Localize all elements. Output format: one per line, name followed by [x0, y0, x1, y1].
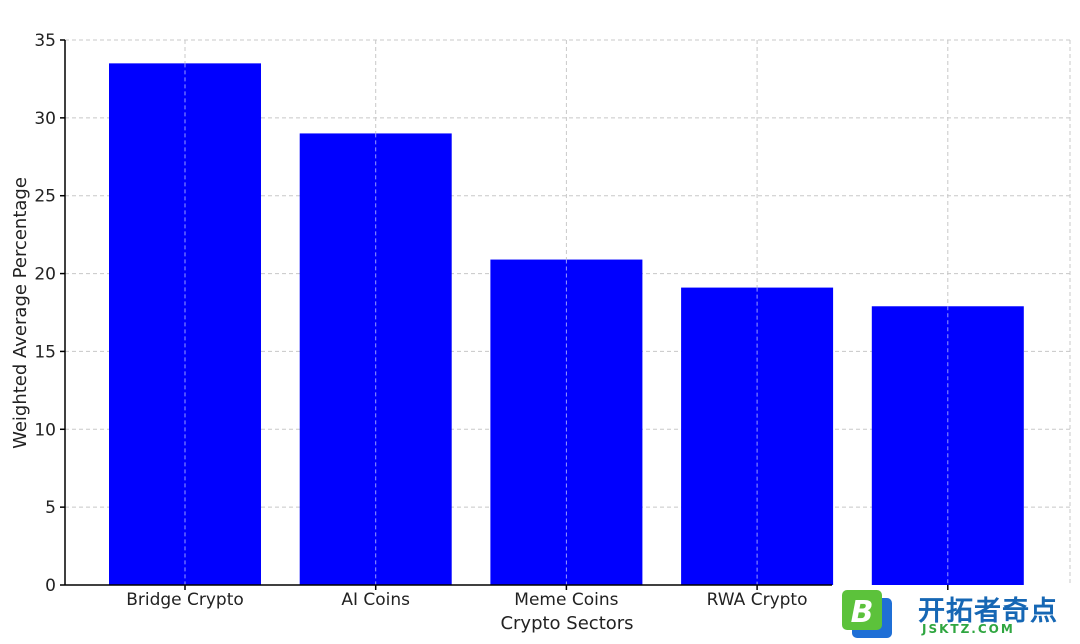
y-tick-label: 0	[45, 576, 56, 596]
y-tick-label: 15	[34, 342, 56, 362]
watermark-url: JSKTZ.COM	[922, 622, 1015, 636]
x-tick-label: AI Coins	[341, 590, 410, 610]
x-tick-label: Bridge Crypto	[126, 590, 244, 610]
bars	[109, 63, 1024, 586]
watermark-logo-letter: B	[851, 595, 874, 630]
x-tick-label: RWA Crypto	[707, 590, 808, 610]
watermark: B 开拓者奇点 JSKTZ.COM	[840, 586, 1076, 642]
y-tick-label: 30	[34, 109, 56, 129]
watermark-logo-icon: B	[842, 590, 892, 638]
y-tick-label: 20	[34, 265, 56, 285]
y-tick-label: 5	[45, 498, 56, 518]
x-tick-labels: Bridge Crypto AI Coins Meme Coins RWA Crypt…	[126, 590, 807, 610]
x-axis-label: Crypto Sectors	[500, 613, 633, 634]
y-tick-label: 10	[34, 420, 56, 440]
y-axis-label: Weighted Average Percentage	[10, 177, 31, 449]
y-tick-label: 25	[34, 187, 56, 207]
watermark-text: 开拓者奇点	[918, 596, 1058, 627]
y-tick-labels: 0 5 10 15 20 25 30 35	[34, 31, 56, 596]
bar	[871, 306, 1024, 585]
y-tick-label: 35	[34, 31, 56, 51]
axes	[60, 39, 949, 590]
x-tick-label: Meme Coins	[514, 590, 618, 610]
